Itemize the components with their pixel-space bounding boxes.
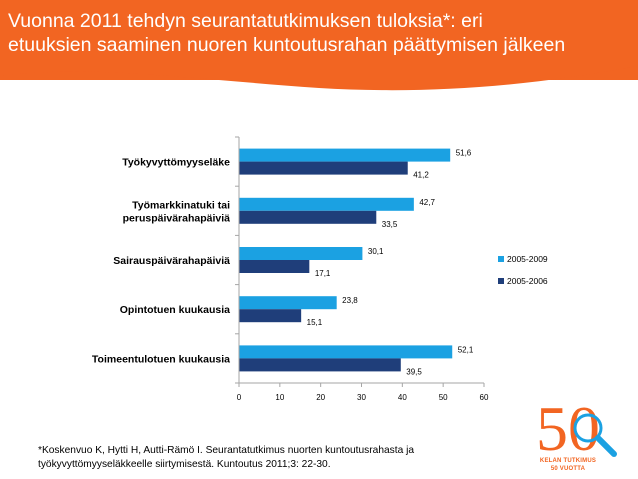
category-label: peruspäivärahapäiviä bbox=[123, 212, 231, 224]
legend-label: 2005-2006 bbox=[507, 276, 548, 286]
data-label: 17,1 bbox=[315, 269, 331, 278]
banner-wave bbox=[0, 58, 638, 91]
bar-2005-2006-4 bbox=[239, 358, 401, 372]
logo-text-line-1: KELAN TUTKIMUS bbox=[539, 458, 597, 464]
magnifier-handle bbox=[595, 435, 617, 457]
data-label: 30,1 bbox=[368, 247, 384, 256]
data-label: 15,1 bbox=[307, 318, 323, 327]
legend-swatch bbox=[498, 256, 504, 262]
magnifier-icon bbox=[573, 413, 603, 443]
x-tick-label: 0 bbox=[237, 393, 242, 402]
bar-2005-2009-0 bbox=[239, 148, 451, 162]
data-label: 52,1 bbox=[458, 345, 474, 354]
slide-title: Vuonna 2011 tehdyn seurantatutkimuksen t… bbox=[8, 9, 633, 57]
category-label: Toimeentulotuen kuukausia bbox=[92, 353, 230, 365]
category-label: Sairauspäivärahapäiviä bbox=[113, 255, 230, 267]
data-label: 42,7 bbox=[419, 198, 435, 207]
footnote-line-1: *Koskenvuo K, Hytti H, Autti-Rämö I. Seu… bbox=[38, 445, 414, 456]
x-tick-label: 50 bbox=[439, 393, 448, 402]
x-tick-label: 30 bbox=[357, 393, 366, 402]
footnote-line-2: työkyvyttömyyseläkkeelle siirtymisestä. … bbox=[38, 459, 331, 470]
bar-2005-2009-2 bbox=[239, 247, 363, 260]
bar-2005-2006-1 bbox=[239, 210, 377, 224]
footnote: *Koskenvuo K, Hytti H, Autti-Rämö I. Seu… bbox=[38, 444, 468, 472]
bar-2005-2009-1 bbox=[239, 197, 414, 211]
data-label: 33,5 bbox=[382, 220, 398, 229]
bar-2005-2009-3 bbox=[239, 296, 337, 310]
data-label: 39,5 bbox=[406, 367, 422, 376]
slide-title-line-1: Vuonna 2011 tehdyn seurantatutkimuksen t… bbox=[8, 10, 483, 32]
kela-50-logo: 50 bbox=[536, 393, 617, 464]
logo-text-line-2: 50 VUOTTA bbox=[550, 466, 586, 472]
category-label: Työkyvyttömyyseläke bbox=[122, 157, 230, 169]
data-label: 23,8 bbox=[342, 296, 358, 305]
category-label: Opintotuen kuukausia bbox=[120, 304, 230, 316]
data-label: 41,2 bbox=[413, 171, 429, 180]
bar-2005-2009-4 bbox=[239, 345, 453, 359]
bar-2005-2006-3 bbox=[239, 309, 302, 323]
category-label: Työmarkkinatuki tai bbox=[132, 199, 230, 211]
logo-number: 50 bbox=[536, 393, 600, 464]
x-tick-label: 10 bbox=[275, 393, 284, 402]
data-label: 51,6 bbox=[456, 149, 472, 158]
slide-title-line-2: etuuksien saaminen nuoren kuntoutusrahan… bbox=[8, 34, 566, 56]
legend-label: 2005-2009 bbox=[507, 254, 548, 264]
x-tick-label: 60 bbox=[480, 393, 489, 402]
bar-2005-2006-2 bbox=[239, 260, 310, 273]
x-tick-label: 40 bbox=[398, 393, 407, 402]
x-tick-label: 20 bbox=[316, 393, 325, 402]
bar-2005-2006-0 bbox=[239, 161, 408, 175]
legend-swatch bbox=[498, 278, 504, 284]
